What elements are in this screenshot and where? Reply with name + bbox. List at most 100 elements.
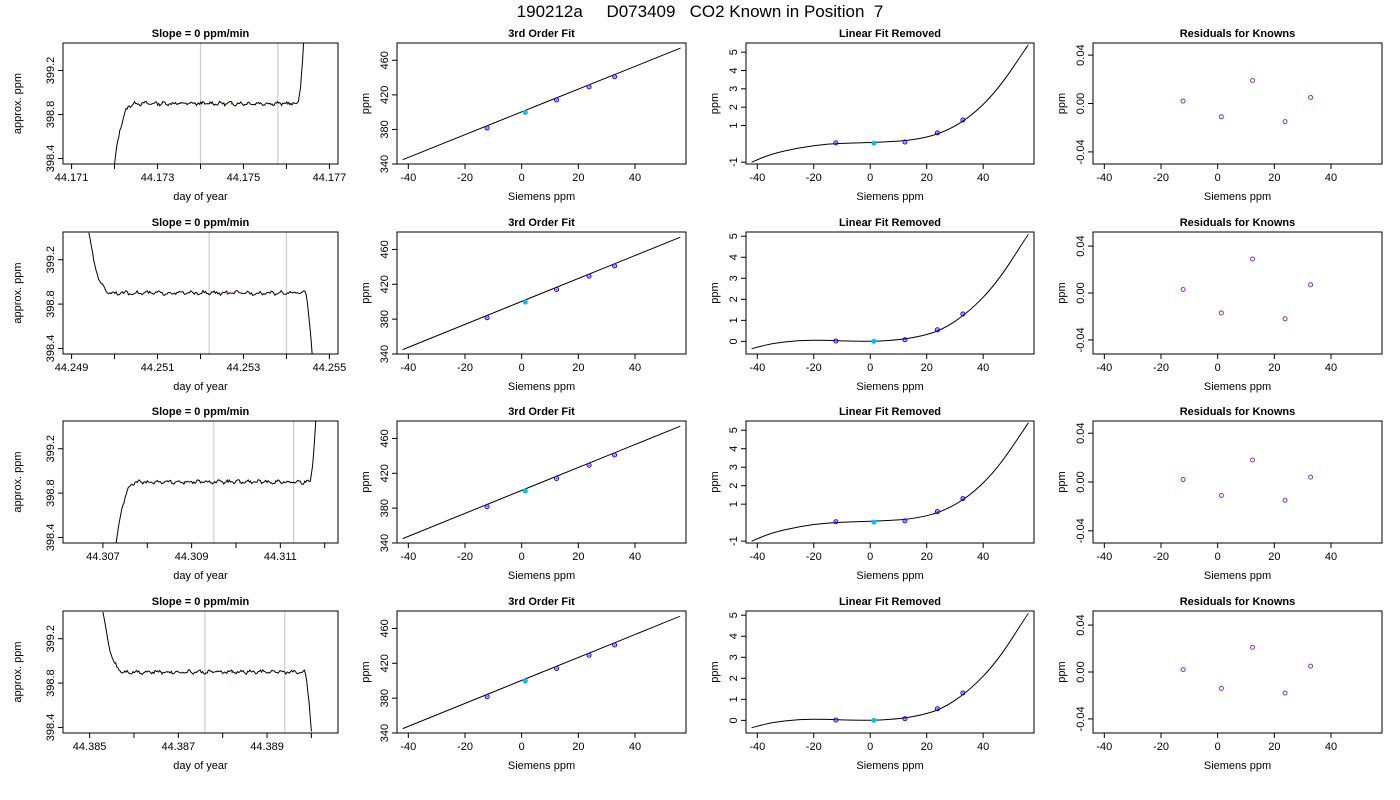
y-tick-label: 420 <box>379 275 391 293</box>
panel-title: Slope = 0 ppm/min <box>152 596 250 608</box>
x-tick-label: -20 <box>806 362 822 374</box>
concentration-trace <box>114 43 305 164</box>
y-tick-label: 2 <box>728 296 740 302</box>
y-axis-label: ppm <box>360 661 372 682</box>
x-axis-label: Siemens ppm <box>508 570 575 582</box>
data-point <box>1218 685 1224 691</box>
y-tick-label: 3 <box>728 275 740 281</box>
data-point-center <box>904 519 906 522</box>
data-point-center <box>486 316 488 319</box>
plot-data <box>115 421 317 543</box>
x-tick-label: 44.175 <box>227 172 261 184</box>
x-tick-label: 20 <box>1268 172 1280 184</box>
fit-curve <box>402 425 681 540</box>
x-axis-label: Siemens ppm <box>856 570 923 582</box>
y-axis-label: ppm <box>709 282 721 303</box>
x-tick-label: 40 <box>1325 551 1337 563</box>
panel-r4c4: Residuals for Knowns -40 -20 0 20 40 -0.04 0.00… <box>1056 596 1383 772</box>
x-tick-label: -40 <box>400 741 416 753</box>
data-point <box>902 139 908 145</box>
x-tick-label: -20 <box>457 741 473 753</box>
plot-data <box>751 612 1029 729</box>
fit-curve <box>402 47 681 161</box>
data-point-center <box>588 654 590 657</box>
trace-marker <box>230 102 233 105</box>
x-tick-label: 40 <box>977 741 989 753</box>
x-tick-label: 40 <box>1325 172 1337 184</box>
data-point-center <box>555 667 558 670</box>
x-tick-label: 44.171 <box>55 172 89 184</box>
panel-r1c1: Slope = 0 ppm/min 44.171 44.173 44.175 44.17… <box>12 28 346 203</box>
x-tick-label: 40 <box>1325 362 1337 374</box>
y-axis-label: approx. ppm <box>12 262 24 323</box>
data-point <box>1180 98 1186 104</box>
y-tick-label: 398.8 <box>45 479 57 507</box>
y-axis-label: ppm <box>360 93 372 114</box>
data-point-center <box>555 288 558 291</box>
data-point <box>484 125 490 131</box>
x-tick-label: 20 <box>1268 551 1280 563</box>
data-point-center <box>961 313 964 315</box>
fit-curve <box>402 236 681 351</box>
data-point-center <box>588 464 590 467</box>
x-tick-label: -20 <box>1153 741 1169 753</box>
plot-data <box>402 425 681 540</box>
x-tick-label: 44.251 <box>141 362 175 374</box>
x-tick-label: 0 <box>519 172 525 184</box>
data-point <box>871 519 877 525</box>
panel-r3c2: 3rd Order Fit -40 -20 0 20 40 340 380 420 460 Siem… <box>360 406 687 582</box>
data-point <box>1250 457 1256 463</box>
x-tick-label: 44.253 <box>227 362 261 374</box>
x-tick-label: -40 <box>749 551 765 563</box>
plot-data <box>751 422 1029 542</box>
concentration-trace <box>102 611 312 732</box>
panel-title: 3rd Order Fit <box>508 28 575 40</box>
x-axis-label: Siemens ppm <box>856 760 923 772</box>
data-point-center <box>961 119 964 121</box>
y-tick-label: 460 <box>379 51 391 69</box>
x-tick-label: 0 <box>867 172 873 184</box>
y-tick-label: 0.04 <box>1075 235 1087 256</box>
plot-frame <box>1092 231 1383 355</box>
x-axis-label: Siemens ppm <box>1204 191 1271 203</box>
y-tick-label: 0.00 <box>1075 661 1087 682</box>
fit-curve <box>751 612 1029 729</box>
data-point <box>902 518 908 524</box>
y-tick-label: 4 <box>728 633 740 639</box>
y-tick-label: 340 <box>379 724 391 742</box>
panel-r2c4: Residuals for Knowns -40 -20 0 20 40 -0.04 0.00… <box>1056 217 1383 393</box>
y-tick-label: 399.2 <box>45 625 57 653</box>
data-point-center <box>961 497 964 500</box>
y-tick-label: 4 <box>728 67 740 73</box>
panel-r1c4: Residuals for Knowns -40 -20 0 20 40 -0.04 0.00… <box>1056 28 1383 203</box>
x-tick-label: -20 <box>457 172 473 184</box>
x-tick-label: -20 <box>1153 551 1169 563</box>
y-tick-label: 380 <box>379 499 391 517</box>
data-point-center <box>936 510 939 513</box>
data-point <box>1180 286 1186 292</box>
data-point <box>522 109 528 115</box>
plot-frame <box>396 420 687 544</box>
y-tick-label: 420 <box>379 86 391 104</box>
data-point-center <box>613 265 616 267</box>
data-point <box>960 311 966 317</box>
x-tick-label: 44.173 <box>141 172 175 184</box>
y-tick-label: 1 <box>728 317 740 323</box>
panel-r1c3: Linear Fit Removed -40 -20 0 20 40 -1 1 2 3 4 5 Siem… <box>709 28 1035 203</box>
data-point <box>1250 644 1256 650</box>
y-tick-label: 3 <box>728 654 740 660</box>
data-point <box>1218 114 1224 120</box>
data-point <box>554 97 560 103</box>
panel-title: Residuals for Knowns <box>1180 406 1296 418</box>
panel-r2c1: Slope = 0 ppm/min 44.249 44.251 44.253 44.25… <box>12 217 346 393</box>
data-point <box>522 678 528 684</box>
plot-data <box>1180 256 1314 322</box>
y-tick-label: 399.2 <box>45 246 57 274</box>
y-tick-label: -0.04 <box>1075 706 1087 731</box>
x-tick-label: 20 <box>921 741 933 753</box>
y-tick-label: 0.00 <box>1075 93 1087 114</box>
plot-frame <box>1092 42 1383 165</box>
x-tick-label: 44.177 <box>313 172 347 184</box>
plot-frame <box>1092 420 1383 544</box>
